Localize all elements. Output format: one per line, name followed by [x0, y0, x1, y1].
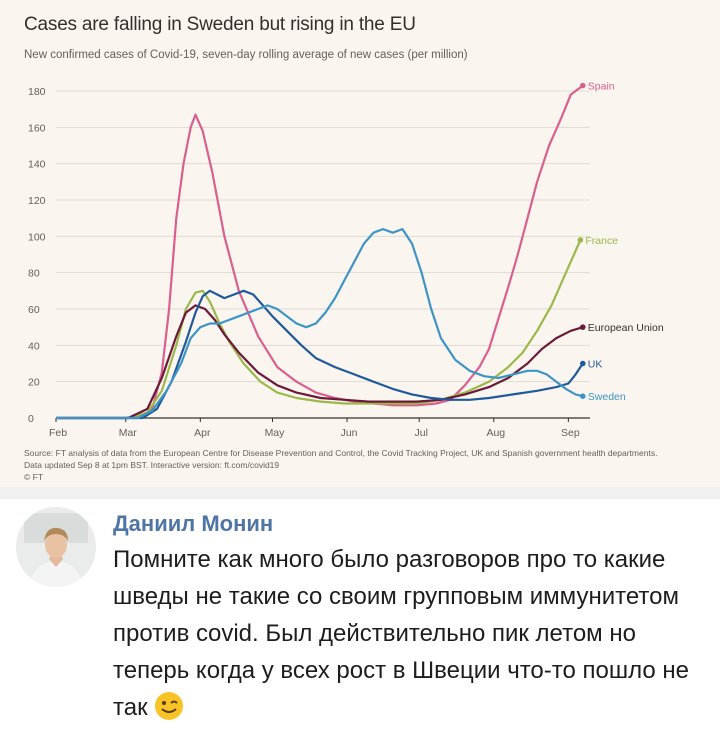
series-line-sweden [56, 228, 584, 420]
y-tick-label: 0 [28, 413, 34, 425]
chart-source-note: Source: FT analysis of data from the Eur… [24, 448, 658, 470]
y-tick-label: 20 [28, 377, 40, 389]
comment-body: Помните как много было разговоров про то… [113, 546, 689, 721]
x-tick-label: Apr [194, 427, 211, 439]
x-tick-label: Feb [49, 427, 67, 439]
series-end-marker-sweden [579, 393, 586, 400]
avatar-image [16, 507, 96, 587]
series-end-marker-european-union [579, 324, 586, 330]
x-tick-label: Jun [341, 427, 358, 439]
line-chart: 0 20 40 60 80 100 120 140 160 180 Feb Mar Apr May Jun J… [28, 81, 664, 439]
series-end-marker-uk [579, 360, 586, 367]
series-label-france: France [585, 235, 618, 247]
chart-subtitle: New confirmed cases of Covid-19, seven-d… [24, 49, 468, 61]
comment-post: Даниил Монин Помните как много было разг… [0, 499, 720, 741]
series-label-european-union: European Union [588, 322, 664, 334]
chart-panel: Cases are falling in Sweden but rising i… [0, 0, 720, 487]
wink-emoji-icon [154, 692, 183, 720]
x-tick-label: Mar [119, 427, 138, 439]
series-end-marker-france [577, 237, 584, 243]
y-tick-label: 100 [28, 231, 46, 243]
author-name[interactable]: Даниил Монин [113, 511, 274, 536]
series-line-european-union [56, 304, 584, 420]
series-line-spain [56, 84, 584, 420]
x-tick-label: Sep [561, 427, 580, 439]
series-label-uk: UK [588, 359, 603, 371]
series-line-uk [56, 289, 584, 420]
chart-credit: © FT [24, 472, 44, 482]
series-end-marker-spain [579, 82, 586, 89]
y-tick-label: 160 [28, 122, 46, 134]
y-tick-label: 60 [28, 304, 40, 316]
x-tick-label: May [265, 427, 286, 439]
x-tick-label: Aug [486, 427, 505, 439]
avatar[interactable] [16, 507, 96, 587]
chart-title: Cases are falling in Sweden but rising i… [24, 14, 416, 35]
y-tick-label: 180 [28, 86, 46, 98]
divider [0, 487, 720, 499]
y-tick-label: 80 [28, 268, 40, 280]
series-label-spain: Spain [588, 81, 615, 93]
x-tick-label: Jul [414, 427, 427, 439]
comment-text: Помните как много было разговоров про то… [113, 541, 708, 726]
y-tick-label: 140 [28, 159, 46, 171]
y-tick-label: 40 [28, 340, 40, 352]
series-label-sweden: Sweden [588, 391, 626, 403]
series-line-france [56, 239, 582, 420]
y-tick-label: 120 [28, 195, 46, 207]
